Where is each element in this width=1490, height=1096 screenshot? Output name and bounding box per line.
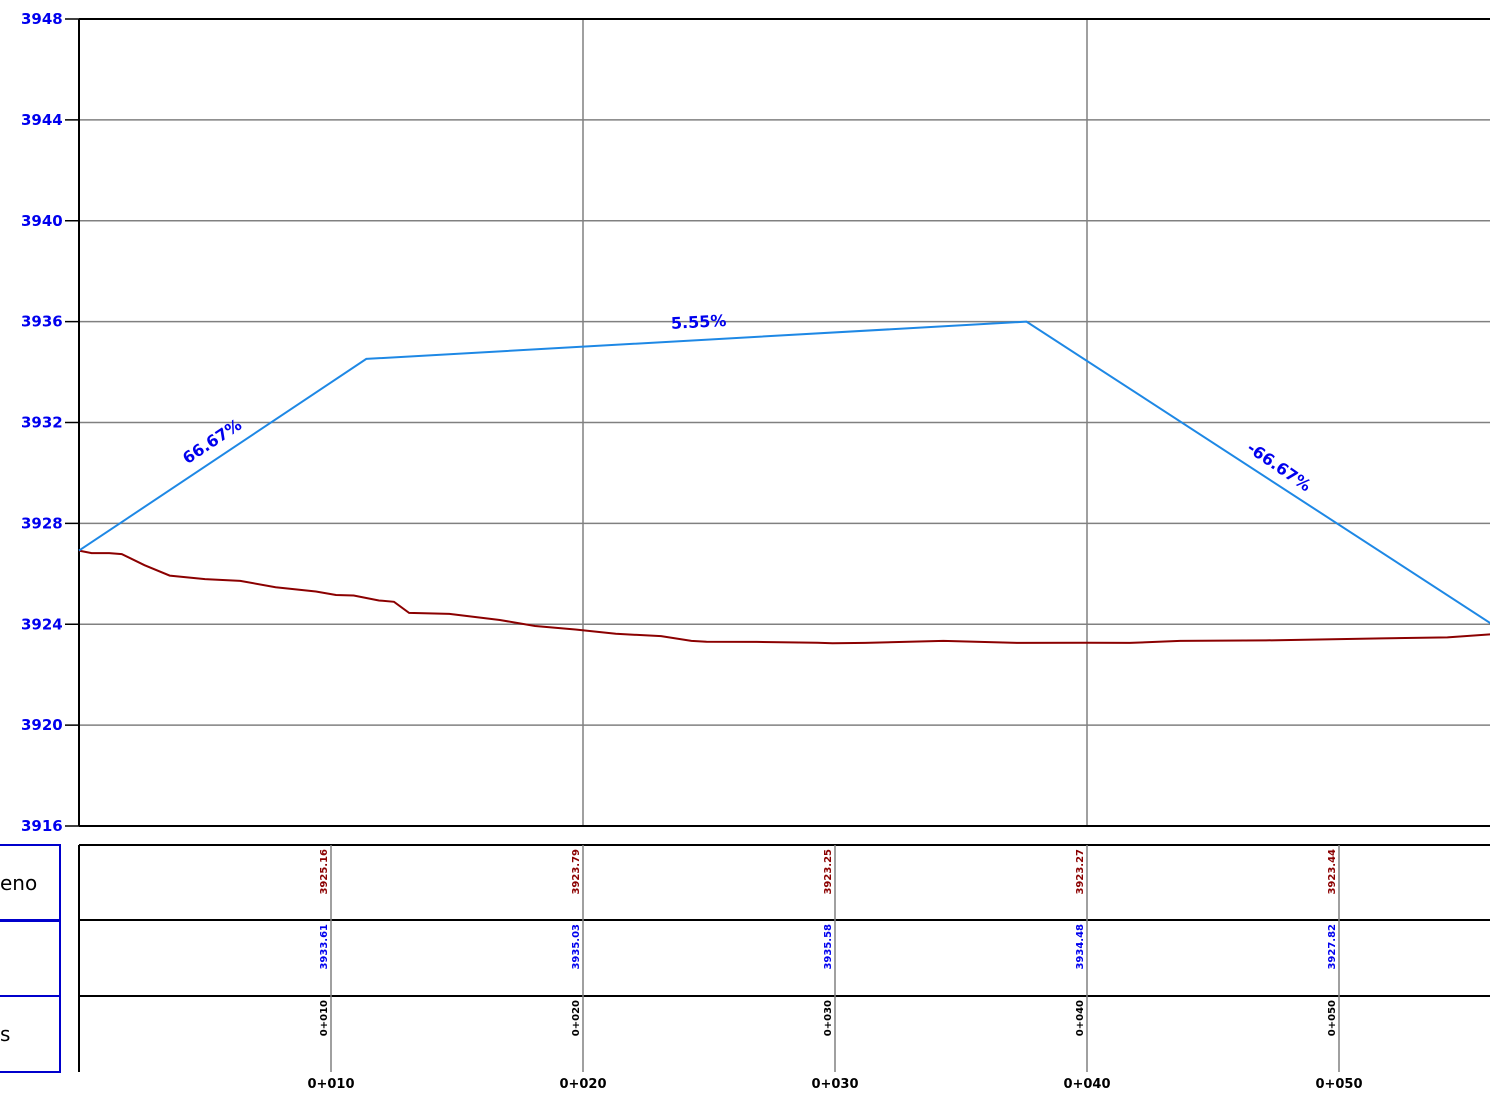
row-label-box xyxy=(0,919,61,997)
y-tick-label: 3928 xyxy=(21,514,63,532)
y-tick-label: 3920 xyxy=(21,716,63,734)
table-value: 3927.82 xyxy=(1327,924,1338,970)
table-value: 0+040 xyxy=(1075,1000,1086,1036)
design-grade-line xyxy=(78,320,1490,625)
y-tick-label: 3932 xyxy=(21,414,63,432)
x-tick-label: 0+030 xyxy=(811,1077,858,1092)
axes: 3948 3944 3940 3936 3932 3928 3924 3920 3916 xyxy=(21,10,1490,835)
x-tick-label: 0+020 xyxy=(559,1077,606,1092)
table-value: 3933.61 xyxy=(319,924,330,970)
data-table: eno 3925.16 3923.79 3923.25 3923.27 3923.44 39… xyxy=(0,844,1490,1092)
table-value: 3923.25 xyxy=(823,849,834,895)
table-value: 0+020 xyxy=(571,1000,582,1036)
x-tick-label: 0+040 xyxy=(1063,1077,1110,1092)
y-tick-label: 3948 xyxy=(21,10,63,28)
row-label: s xyxy=(0,1022,10,1046)
row-label-box xyxy=(0,995,61,1073)
x-tick-label: 0+050 xyxy=(1315,1077,1362,1092)
labels: 66.67%5.55%-66.67% xyxy=(179,311,1315,495)
grid xyxy=(79,19,1490,826)
table-value: 3923.27 xyxy=(1075,849,1086,895)
table-value: 3934.48 xyxy=(1075,924,1086,970)
grade-label: 5.55% xyxy=(670,311,726,333)
y-tick-label: 3936 xyxy=(21,313,63,331)
ground-profile-line xyxy=(78,549,1490,645)
x-tick-label: 0+010 xyxy=(307,1077,354,1092)
table-value: 3925.16 xyxy=(319,849,330,895)
row-label: eno xyxy=(0,871,37,895)
y-tick-label: 3916 xyxy=(21,817,63,835)
table-value: 0+050 xyxy=(1327,1000,1338,1036)
table-value: 3923.79 xyxy=(571,849,582,895)
series-lines xyxy=(78,320,1490,645)
table-value: 3923.44 xyxy=(1327,849,1338,895)
y-tick-label: 3940 xyxy=(21,212,63,230)
table-value: 0+030 xyxy=(823,1000,834,1036)
table-value: 3935.03 xyxy=(571,924,582,970)
y-tick-label: 3944 xyxy=(21,111,63,129)
table-value: 0+010 xyxy=(319,1000,330,1036)
y-tick-label: 3924 xyxy=(21,615,63,633)
table-value: 3935.58 xyxy=(823,924,834,970)
